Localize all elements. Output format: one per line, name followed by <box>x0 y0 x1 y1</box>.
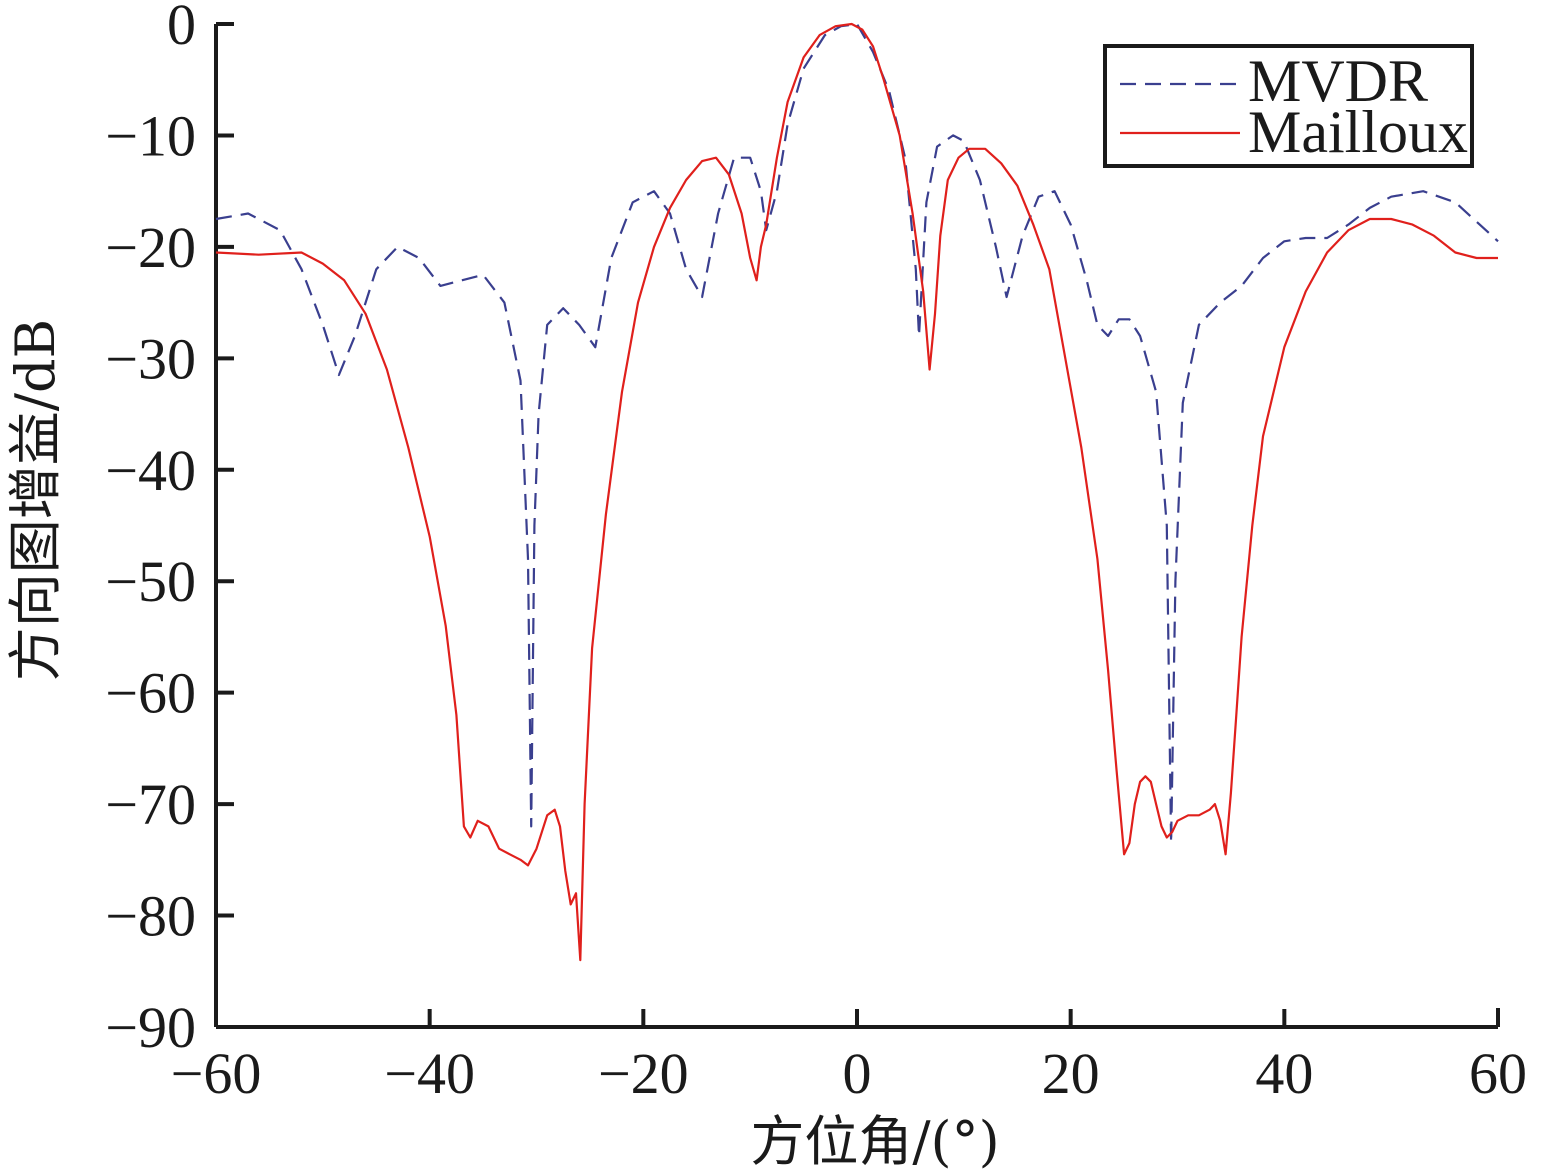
y-axis-title: 方向图增益/dB <box>4 319 67 681</box>
legend: MVDR Mailloux <box>1103 44 1474 168</box>
y-tick-label: −20 <box>105 215 196 280</box>
series-line-mailloux <box>215 22 1498 962</box>
x-axis-title: 方位角/(°) <box>750 1110 999 1170</box>
y-tick-label: −40 <box>105 438 196 503</box>
y-tick-label: −10 <box>105 103 196 168</box>
x-tick-label: −60 <box>171 1041 262 1106</box>
y-tick-label: −70 <box>105 772 196 837</box>
y-tick-label: −50 <box>105 549 196 614</box>
y-tick-label: −30 <box>105 326 196 391</box>
legend-label-mvdr: MVDR <box>1248 48 1428 114</box>
legend-box <box>1103 44 1474 168</box>
y-tick-label: −80 <box>105 884 196 949</box>
series-group <box>215 22 1499 962</box>
y-tick-label: 0 <box>167 0 196 57</box>
legend-label-mailloux: Mailloux <box>1248 99 1468 165</box>
y-tick-label: −90 <box>105 995 196 1060</box>
x-tick-label: 0 <box>843 1041 872 1106</box>
x-tick-label: 40 <box>1255 1041 1313 1106</box>
series-line-mvdr <box>215 22 1499 845</box>
x-tick-label: 20 <box>1042 1041 1100 1106</box>
y-tick-label: −60 <box>105 661 196 726</box>
x-tick-label: −40 <box>384 1041 475 1106</box>
x-tick-label: −20 <box>598 1041 689 1106</box>
x-tick-label: 60 <box>1469 1041 1527 1106</box>
plot-area <box>214 24 1500 1029</box>
ticks: −60 −40 −20 0 20 40 60 0 −10 −20 −30 −40 −50 −60 −70 −8… <box>105 0 1527 1106</box>
